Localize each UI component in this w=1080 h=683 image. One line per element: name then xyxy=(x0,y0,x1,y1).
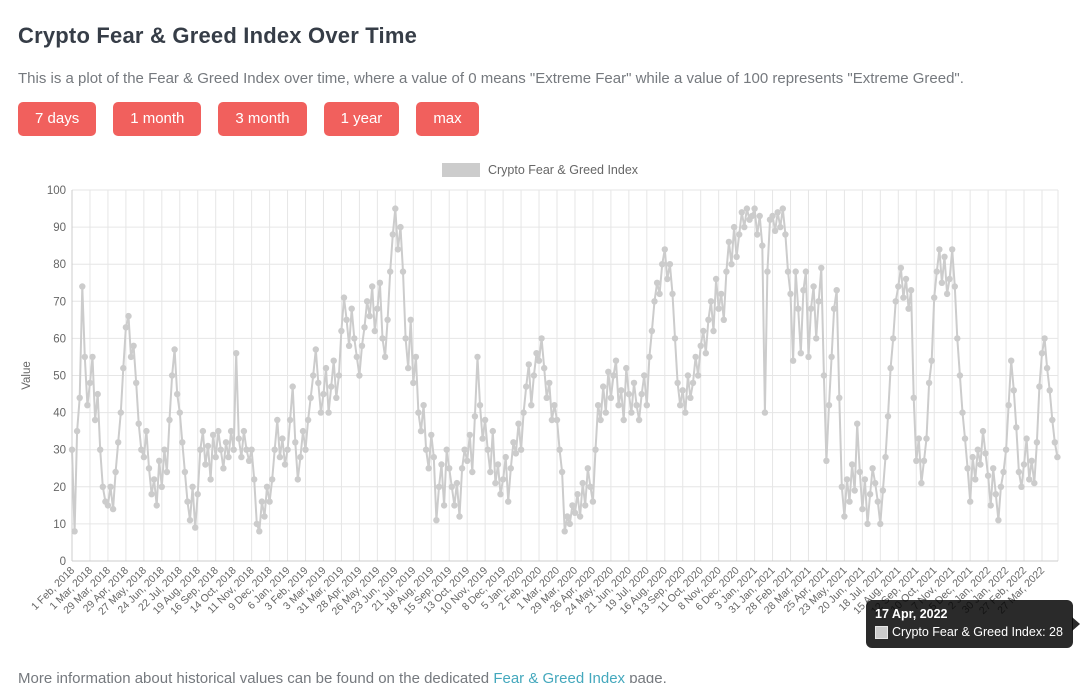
y-tick-label: 30 xyxy=(53,445,66,457)
tooltip-text: Crypto Fear & Greed Index: 28 xyxy=(892,625,1063,639)
series-points[interactable] xyxy=(68,205,1061,535)
chart-tooltip: 17 Apr, 2022 Crypto Fear & Greed Index: … xyxy=(866,600,1080,648)
footer-text-prefix: More information about historical values… xyxy=(18,670,494,683)
tooltip-date: 17 Apr, 2022 xyxy=(875,607,948,621)
legend-swatch-icon xyxy=(441,163,480,177)
range-button-1-year[interactable]: 1 year xyxy=(323,102,400,136)
y-tick-label: 60 xyxy=(53,333,66,345)
tooltip-series-swatch-icon xyxy=(875,626,888,639)
fear-greed-index-link[interactable]: Fear & Greed Index xyxy=(493,670,626,683)
page-title: Crypto Fear & Greed Index Over Time xyxy=(18,22,418,48)
y-axis-title: Value xyxy=(21,361,33,390)
page-description: This is a plot of the Fear & Greed Index… xyxy=(18,70,964,87)
y-tick-label: 70 xyxy=(53,296,66,308)
fear-greed-chart[interactable]: Crypto Fear & Greed Index 0 10 20 30 40 50 60 7… xyxy=(0,160,1080,648)
y-tick-label: 10 xyxy=(53,519,66,531)
y-tick-label: 20 xyxy=(53,482,66,494)
y-tick-label: 50 xyxy=(53,371,66,383)
y-tick-label: 40 xyxy=(53,408,66,420)
legend-label: Crypto Fear & Greed Index xyxy=(487,163,639,177)
series-line xyxy=(71,208,1059,532)
y-tick-label: 0 xyxy=(60,556,66,568)
tooltip-arrow-icon xyxy=(1071,617,1080,631)
range-button-row: 7 days 1 month 3 month 1 year max xyxy=(18,102,479,136)
y-tick-label: 90 xyxy=(53,222,66,234)
chart-legend[interactable]: Crypto Fear & Greed Index xyxy=(0,163,1080,177)
y-tick-label: 100 xyxy=(47,185,66,197)
range-button-max[interactable]: max xyxy=(416,102,479,136)
page-footer: More information about historical values… xyxy=(18,670,667,683)
range-button-3-month[interactable]: 3 month xyxy=(218,102,307,136)
footer-text-suffix: page. xyxy=(625,670,667,683)
y-tick-label: 80 xyxy=(53,259,66,271)
range-button-1-month[interactable]: 1 month xyxy=(113,102,202,136)
range-button-7-days[interactable]: 7 days xyxy=(18,102,97,136)
